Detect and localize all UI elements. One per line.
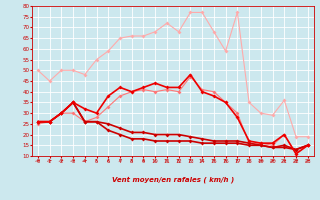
X-axis label: Vent moyen/en rafales ( km/h ): Vent moyen/en rafales ( km/h )	[112, 176, 234, 183]
